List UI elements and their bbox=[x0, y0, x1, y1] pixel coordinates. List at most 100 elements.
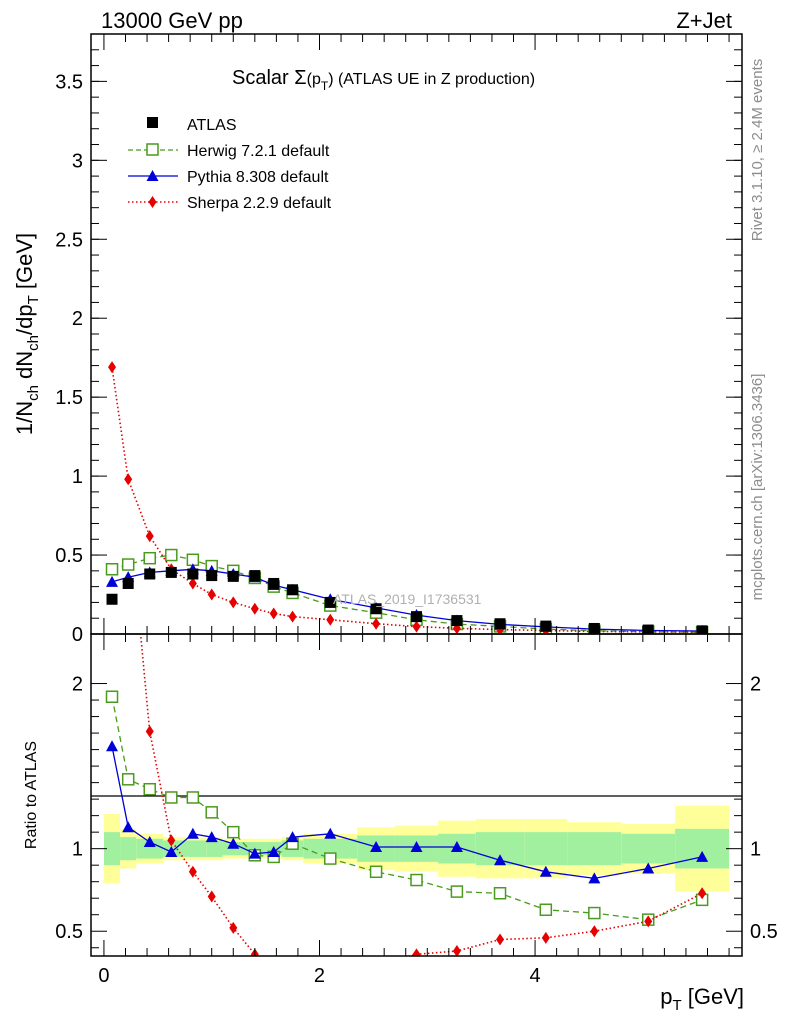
analysis-watermark: ATLAS_2019_I1736531 bbox=[333, 591, 482, 607]
main-ytick-label: 3 bbox=[72, 150, 83, 172]
ratio-ytick-label: 0.5 bbox=[55, 921, 83, 943]
herwig-point bbox=[165, 791, 178, 804]
pythia-point bbox=[588, 872, 601, 884]
main-ytick-label: 1 bbox=[72, 466, 83, 488]
ratio-ytick-label-right: 0.5 bbox=[750, 921, 778, 943]
sherpa-point bbox=[270, 958, 278, 970]
xtick-label: 2 bbox=[314, 965, 325, 987]
herwig-point bbox=[143, 551, 156, 565]
pythia-point bbox=[370, 841, 383, 853]
ratio-y-axis-label: Ratio to ATLAS bbox=[23, 741, 40, 849]
sherpa-point bbox=[288, 610, 297, 623]
atlas-point bbox=[588, 622, 600, 634]
herwig-point bbox=[588, 906, 601, 920]
legend-pythia-marker bbox=[146, 170, 159, 181]
main-series bbox=[105, 361, 709, 634]
atlas-point bbox=[227, 570, 239, 582]
ratio-ytick-label-right: 2 bbox=[750, 674, 761, 696]
atlas-point bbox=[249, 570, 261, 582]
atlas-point bbox=[165, 566, 177, 578]
sherpa-point bbox=[207, 890, 216, 903]
x-axis-label: pT [GeV] bbox=[660, 984, 744, 1014]
atlas-point bbox=[324, 596, 336, 608]
pythia-point bbox=[696, 850, 709, 862]
sherpa-point bbox=[372, 958, 380, 970]
atlas-point bbox=[642, 624, 654, 634]
sherpa-point bbox=[124, 496, 132, 508]
herwig-point bbox=[143, 782, 156, 796]
legend-atlas-label: ATLAS bbox=[187, 117, 237, 134]
pythia-point bbox=[186, 827, 199, 839]
band-inner-bin bbox=[567, 832, 622, 866]
sherpa-point bbox=[145, 725, 154, 738]
sherpa-point bbox=[326, 613, 335, 626]
rivet-label: Rivet 3.1.10, ≥ 2.4M events bbox=[749, 59, 766, 242]
main-ytick-label: 0 bbox=[72, 624, 83, 646]
sherpa-point bbox=[412, 948, 421, 956]
pythia-point bbox=[227, 837, 240, 849]
pythia-point bbox=[248, 847, 261, 859]
herwig-point bbox=[186, 791, 200, 804]
sherpa-point bbox=[188, 865, 197, 878]
header-left: 13000 GeV pp bbox=[101, 8, 243, 33]
sherpa-point bbox=[124, 473, 133, 486]
atlas-point bbox=[122, 577, 134, 589]
atlas-point bbox=[106, 593, 118, 605]
atlas-point bbox=[494, 618, 506, 630]
herwig-point bbox=[324, 852, 337, 865]
sherpa-point bbox=[229, 921, 238, 934]
ratio-ytick-label: 2 bbox=[72, 674, 83, 696]
herwig-point bbox=[493, 887, 507, 900]
sherpa-point bbox=[326, 958, 334, 970]
main-ytick-label: 2.5 bbox=[55, 229, 83, 251]
pythia-point bbox=[450, 841, 463, 853]
pythia-point bbox=[267, 845, 280, 857]
header-right: Z+Jet bbox=[676, 8, 732, 33]
pythia-point bbox=[106, 575, 119, 587]
sherpa-point bbox=[644, 915, 653, 928]
herwig-point bbox=[205, 806, 218, 819]
pythia-point bbox=[122, 821, 135, 833]
sherpa-point bbox=[496, 933, 505, 946]
main-ytick-label: 2 bbox=[72, 308, 83, 330]
atlas-point bbox=[451, 615, 463, 627]
pythia-point bbox=[642, 862, 655, 874]
herwig-point bbox=[105, 563, 119, 576]
herwig-point bbox=[410, 873, 423, 887]
main-ytick-label: 1.5 bbox=[55, 387, 83, 409]
pythia-point bbox=[165, 845, 178, 857]
atlas-point bbox=[696, 625, 708, 634]
atlas-point bbox=[370, 603, 382, 615]
sherpa-point bbox=[250, 602, 259, 615]
sherpa-point bbox=[207, 588, 216, 601]
pythia-point bbox=[494, 854, 507, 866]
mcplots-label: mcplots.cern.ch [arXiv:1306.3436] bbox=[749, 374, 766, 601]
sherpa-point bbox=[145, 530, 154, 543]
sherpa-point bbox=[452, 945, 461, 956]
pythia-point bbox=[286, 831, 299, 843]
band-inner-bin bbox=[120, 837, 137, 861]
ratio-series bbox=[105, 496, 709, 970]
legend-herwig-label: Herwig 7.2.1 default bbox=[187, 143, 330, 160]
atlas-point bbox=[187, 568, 199, 580]
main-y-axis-label: 1/Nch dNch/dpT [GeV] bbox=[12, 233, 42, 435]
main-ytick-label: 0.5 bbox=[55, 545, 83, 567]
ratio-frame bbox=[90, 633, 743, 957]
sherpa-point bbox=[590, 925, 599, 938]
sherpa-point bbox=[289, 958, 297, 970]
band-inner-bin bbox=[524, 832, 568, 866]
legend: ATLAS Herwig 7.2.1 default Pythia 8.308 … bbox=[128, 117, 332, 212]
herwig-line bbox=[111, 696, 703, 921]
legend-atlas-marker bbox=[147, 117, 158, 128]
band-inner-bin bbox=[136, 838, 164, 859]
chart-title: Scalar Σ(pT) (ATLAS UE in Z production) bbox=[232, 67, 535, 93]
pythia-point bbox=[205, 831, 218, 843]
herwig-point bbox=[539, 903, 553, 917]
pythia-point bbox=[143, 836, 156, 848]
sherpa-point bbox=[167, 834, 176, 847]
pythia-point bbox=[324, 827, 337, 839]
atlas-point bbox=[268, 577, 280, 589]
herwig-point bbox=[105, 690, 119, 703]
axis-ticks: 0 0.5 1 1.5 2 2.5 3 3.5 0.5 0.5 1 1 2 2 0 2 4 bbox=[55, 33, 778, 987]
